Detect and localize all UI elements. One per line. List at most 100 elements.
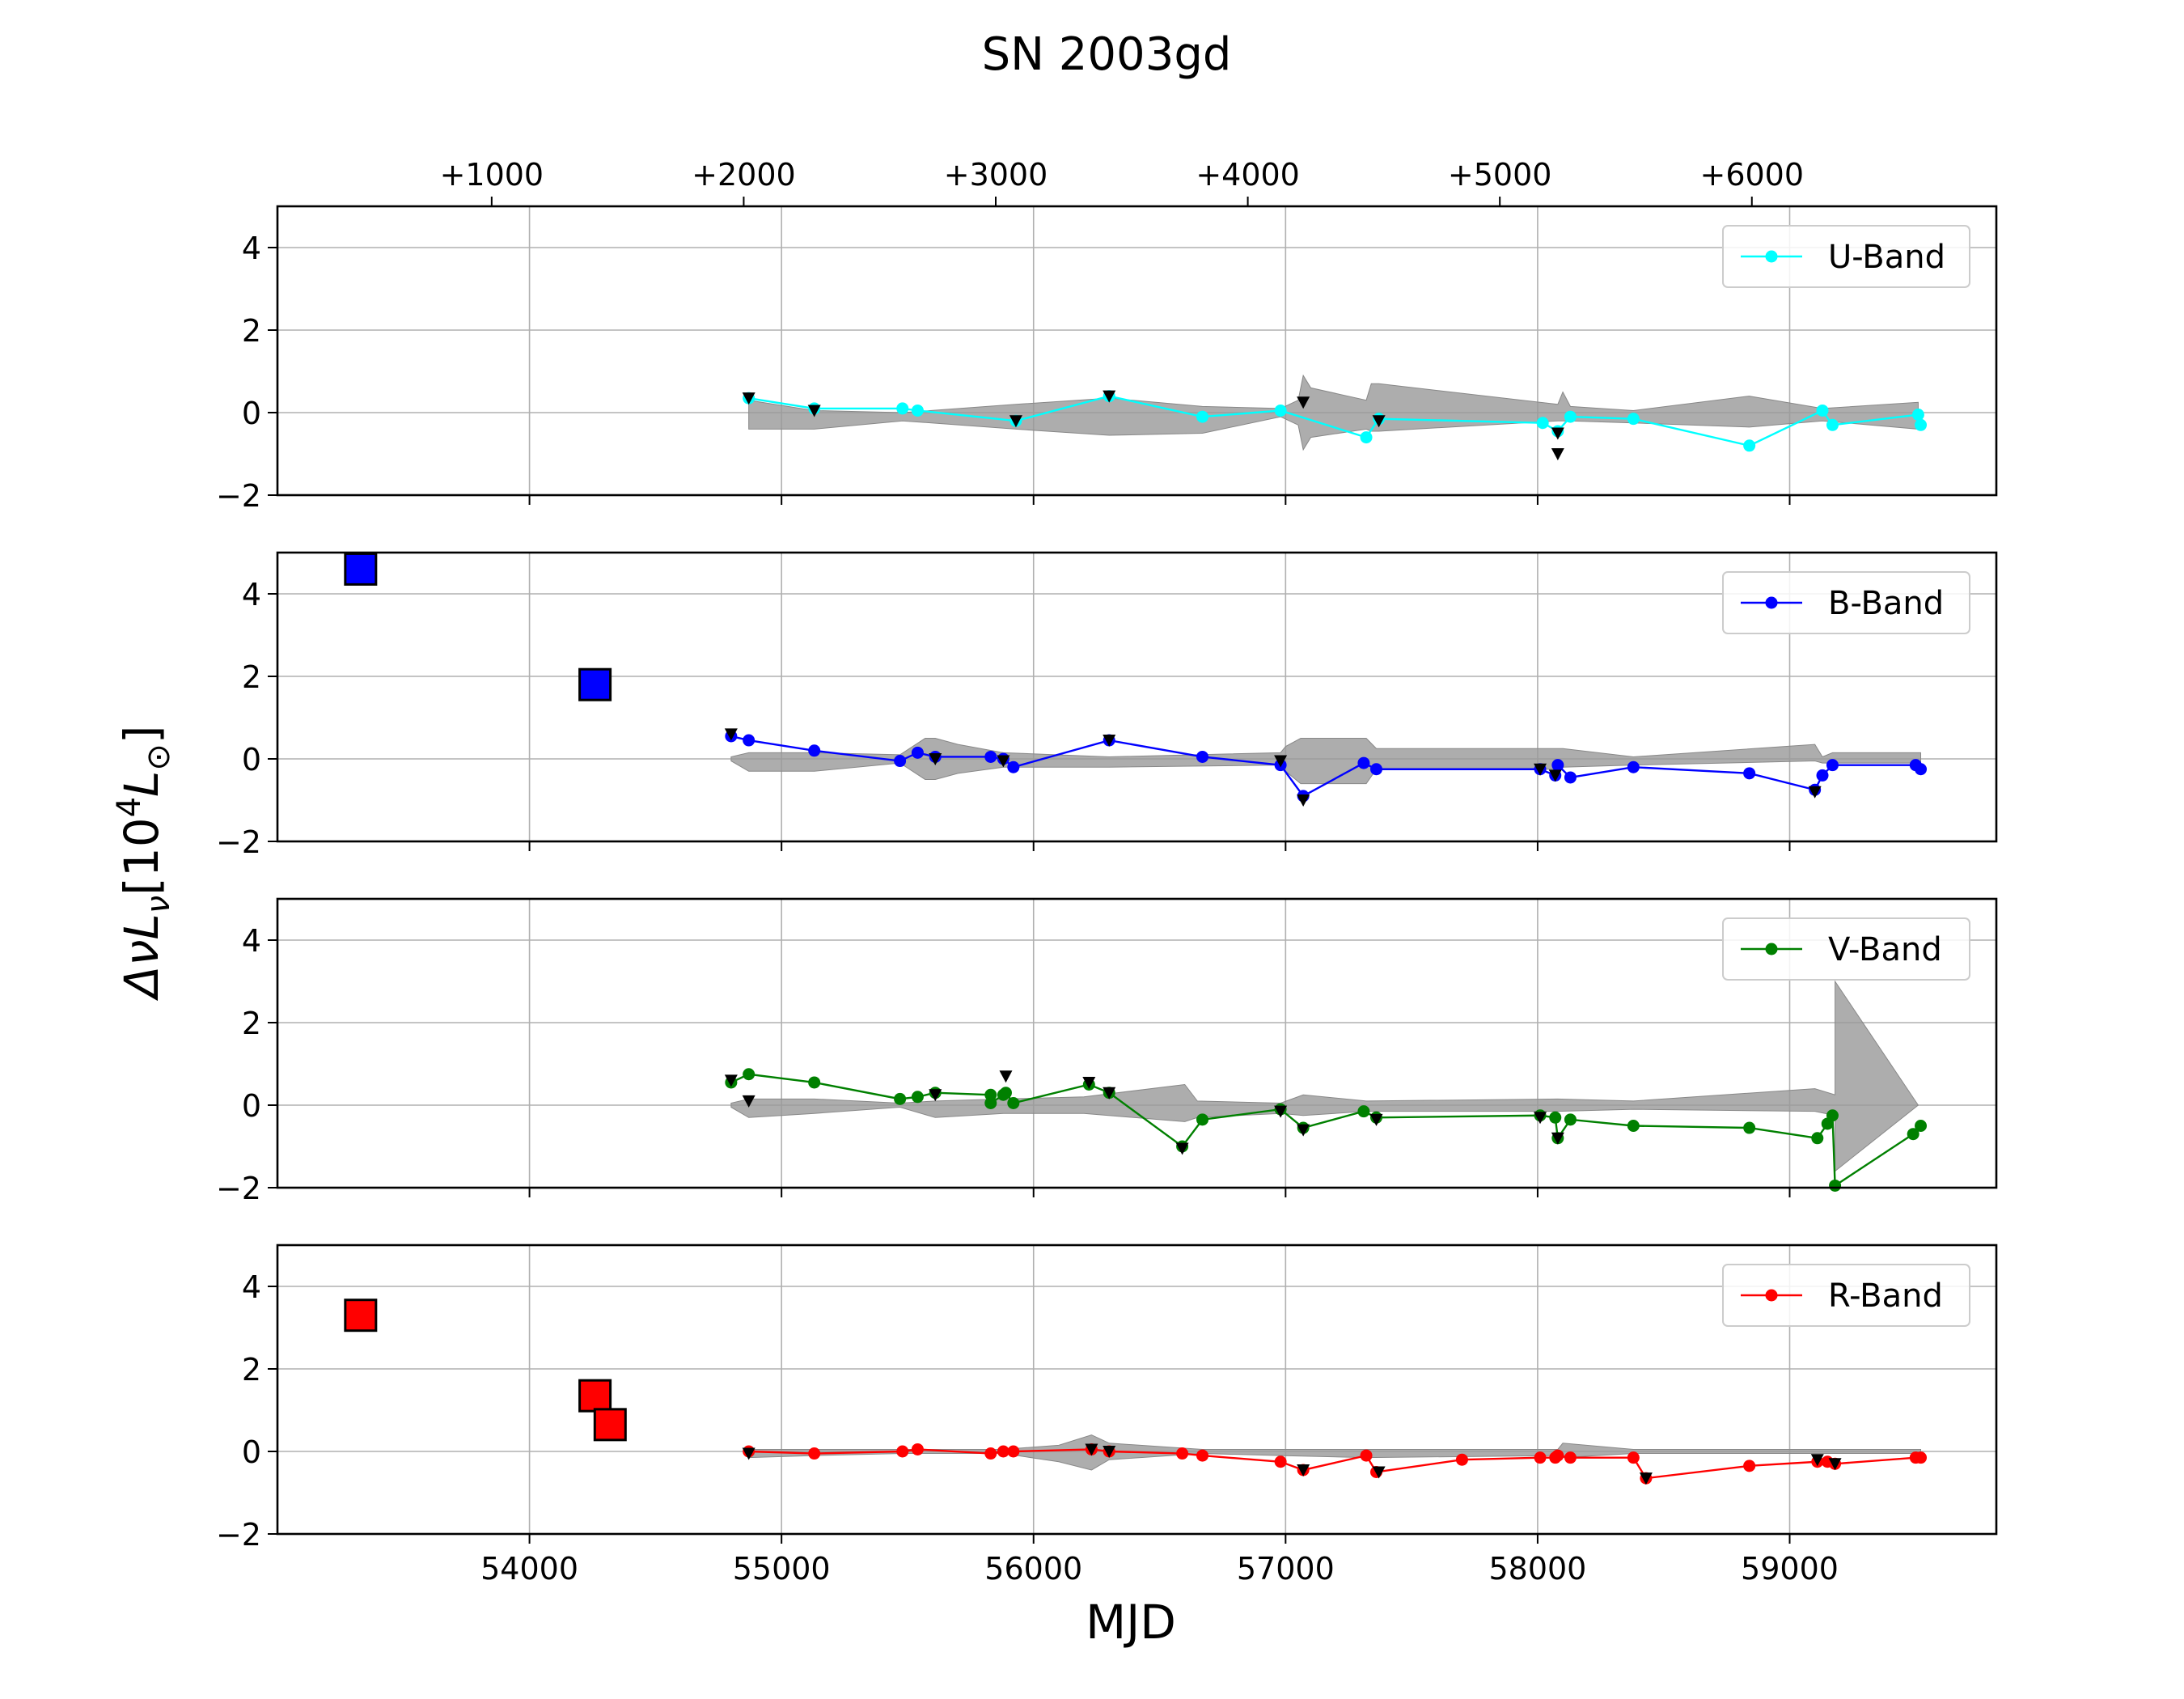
top-axis-tick-label: +3000 [944, 157, 1048, 193]
upper-limit-marker [1808, 786, 1822, 799]
upper-limit-marker [1085, 1443, 1098, 1456]
y-tick-label: 0 [242, 396, 261, 431]
x-tick-label: 58000 [1488, 1551, 1586, 1587]
r-band-point [896, 1445, 909, 1458]
b-band-point [743, 734, 756, 747]
panel-v-band: −2 0 2 4 V-Band [216, 897, 1998, 1206]
b-band-point [1370, 763, 1383, 776]
upper-limit-marker [1372, 1466, 1386, 1479]
y-tick-label: −2 [216, 1171, 261, 1206]
r-band-point [911, 1443, 924, 1455]
upper-limit-marker [1082, 1076, 1096, 1089]
upper-limit-marker [1534, 1112, 1547, 1125]
b-band-point [1357, 756, 1370, 769]
upper-limit-marker [1372, 415, 1386, 428]
upper-limit-marker [1551, 1132, 1564, 1145]
r-band-point [1915, 1451, 1928, 1464]
upper-limit-marker [997, 755, 1010, 768]
upper-limit-marker [742, 1447, 756, 1460]
b-band-point [1826, 759, 1839, 772]
r-band-point [1534, 1451, 1547, 1464]
legend-marker [1765, 943, 1778, 955]
pre-explosion-marker [344, 1299, 378, 1333]
upper-limit-marker [929, 753, 942, 765]
upper-limit-marker [1103, 1087, 1116, 1099]
x-tick-label: 59000 [1741, 1551, 1839, 1587]
upper-limit-marker [1639, 1472, 1653, 1485]
chart-title: SN 2003gd [982, 28, 1232, 81]
upper-limit-marker [1103, 1446, 1116, 1458]
y-tick-label: 2 [242, 1006, 261, 1041]
v-band-point [1743, 1121, 1756, 1134]
upper-limit-marker [807, 405, 821, 417]
r-band-point [1007, 1445, 1020, 1458]
panel-frame [276, 1244, 1998, 1536]
b-band-point [808, 744, 821, 757]
u-band-point [1564, 410, 1577, 423]
panel-frame [276, 551, 1998, 843]
y-tick-label: 0 [242, 1434, 261, 1470]
u-band-point [1816, 404, 1829, 417]
panel-frame [276, 205, 1998, 497]
pre-explosion-marker [344, 552, 378, 586]
r-band-point [1564, 1451, 1577, 1464]
v-band-point [1549, 1111, 1562, 1124]
v-band-point [1915, 1120, 1928, 1132]
v-band-point [1826, 1109, 1839, 1122]
upper-limit-marker [1103, 390, 1116, 403]
upper-limit-marker [742, 392, 756, 405]
r-band-point [1627, 1451, 1640, 1464]
v-band-point [1196, 1113, 1209, 1126]
y-tick-label: 0 [242, 1088, 261, 1124]
upper-limit-marker [1274, 755, 1288, 768]
top-axis-tick-label: +1000 [440, 157, 544, 193]
y-tick-label: −2 [216, 824, 261, 860]
v-band-point [1907, 1128, 1919, 1141]
u-band-point [1360, 431, 1373, 444]
upper-limit-marker [1009, 415, 1022, 428]
b-band-point [1816, 769, 1829, 782]
u-band-point [1911, 409, 1924, 422]
legend-label: V-Band [1828, 931, 1942, 968]
v-band-point [1564, 1113, 1577, 1126]
u-band-point [911, 404, 924, 417]
u-band-point [1915, 418, 1928, 431]
r-band-point [1274, 1455, 1287, 1468]
u-band-point [1826, 418, 1839, 431]
v-band-point [1829, 1179, 1842, 1192]
y-axis-label: ΔνLν[104L⊙] [111, 725, 177, 1001]
y-tick-label: −2 [216, 1517, 261, 1553]
v-band-point [894, 1092, 907, 1105]
top-axis-tick-label: +4000 [1196, 157, 1300, 193]
legend-box [1722, 917, 1970, 981]
upper-limit-marker [1534, 763, 1547, 776]
x-tick-label: 56000 [984, 1551, 1082, 1587]
r-band-point [1176, 1447, 1189, 1460]
v-band-point [999, 1087, 1012, 1099]
upper-limit-marker [1551, 427, 1564, 440]
y-tick-label: 4 [242, 231, 261, 266]
v-band-point [1007, 1096, 1020, 1109]
upper-limit-marker [929, 1089, 942, 1102]
x-axis-label: MJD [1086, 1595, 1176, 1650]
legend-label: B-Band [1828, 585, 1944, 622]
b-band-point [1627, 761, 1640, 773]
uncertainty-band [730, 980, 1919, 1172]
panels: −2 0 2 4 U-Band −2 0 2 4 B-Band −2 0 2 4 V-Band −2 0 2 4 R-… [216, 205, 1998, 1553]
legend-box [1722, 225, 1970, 288]
upper-limit-marker [1297, 396, 1310, 409]
b-band-point [894, 755, 907, 768]
v-band-point [1627, 1120, 1640, 1132]
legend-label: U-Band [1828, 239, 1945, 276]
u-band-point [1274, 404, 1287, 417]
panel-frame [276, 897, 1998, 1189]
bottom-axis: 54000 55000 56000 57000 58000 59000 [480, 1551, 1839, 1587]
y-tick-label: −2 [216, 478, 261, 514]
panel-u-band: −2 0 2 4 U-Band [216, 205, 1998, 514]
b-band-point [1743, 767, 1756, 780]
upper-limit-marker [999, 1070, 1013, 1083]
panel-r-band: −2 0 2 4 R-Band [216, 1244, 1998, 1553]
u-band-point [896, 402, 909, 415]
u-band-point [1627, 413, 1640, 426]
